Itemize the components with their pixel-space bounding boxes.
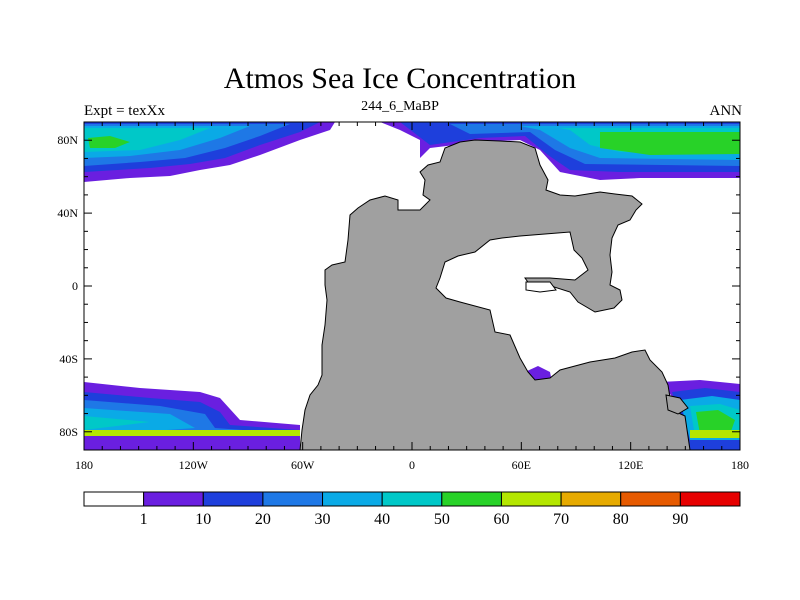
sea-ice-south-east	[525, 366, 740, 450]
y-tick-label: 40S	[59, 352, 78, 366]
landmass-pangea	[299, 139, 691, 450]
colorbar-label: 60	[493, 511, 509, 528]
sea-ice-north-west	[84, 122, 335, 182]
colorbar-swatch	[143, 491, 204, 507]
colorbar-swatch	[83, 491, 145, 507]
colorbar-swatch	[500, 491, 562, 507]
colorbar-swatch	[202, 491, 264, 507]
x-tick-label: 120E	[618, 458, 643, 472]
landmass-east-peninsula	[665, 394, 689, 415]
colorbar-label: 10	[195, 511, 211, 528]
x-tick-label: 180	[731, 458, 749, 472]
y-tick-label: 40N	[57, 206, 78, 220]
chart-title: Atmos Sea Ice Concentration	[223, 62, 577, 95]
colorbar-label: 20	[255, 511, 271, 528]
y-tick-label: 80S	[59, 425, 78, 439]
colorbar-swatch	[262, 491, 324, 507]
y-tick-label: 0	[72, 279, 78, 293]
axis-ticks: 180 120W 60W 0 60E 120E 180 80N 40N 0 40S 80S	[57, 121, 749, 472]
y-tick-label: 80N	[57, 133, 78, 147]
colorbar-swatch	[322, 491, 383, 507]
colorbar-swatch	[441, 491, 502, 507]
sea-ice-south-west	[84, 382, 300, 450]
colorbar-label: 70	[553, 511, 569, 528]
colorbar-swatch	[381, 491, 443, 507]
experiment-label: Expt = texXx	[84, 103, 165, 119]
x-tick-label: 0	[409, 458, 415, 472]
colorbar-label: 90	[672, 511, 688, 528]
colorbar-label: 30	[315, 511, 331, 528]
x-tick-label: 180	[75, 458, 93, 472]
time-label: 244_6_MaBP	[361, 99, 439, 114]
colorbar-swatch	[679, 491, 741, 507]
colorbar-label: 1	[140, 511, 148, 528]
x-tick-label: 120W	[179, 458, 209, 472]
colorbar-label: 80	[613, 511, 629, 528]
map-area	[84, 122, 740, 450]
colorbar: 1 10 20 30 40 50 60 70 80 90	[83, 491, 741, 528]
colorbar-swatch	[620, 491, 681, 507]
x-tick-label: 60W	[291, 458, 315, 472]
colorbar-swatch	[560, 491, 622, 507]
season-label: ANN	[709, 103, 743, 119]
x-tick-label: 60E	[512, 458, 531, 472]
sea-ice-north-east	[380, 122, 740, 180]
colorbar-label: 50	[434, 511, 450, 528]
colorbar-label: 40	[374, 511, 390, 528]
tethys-island	[525, 281, 557, 293]
